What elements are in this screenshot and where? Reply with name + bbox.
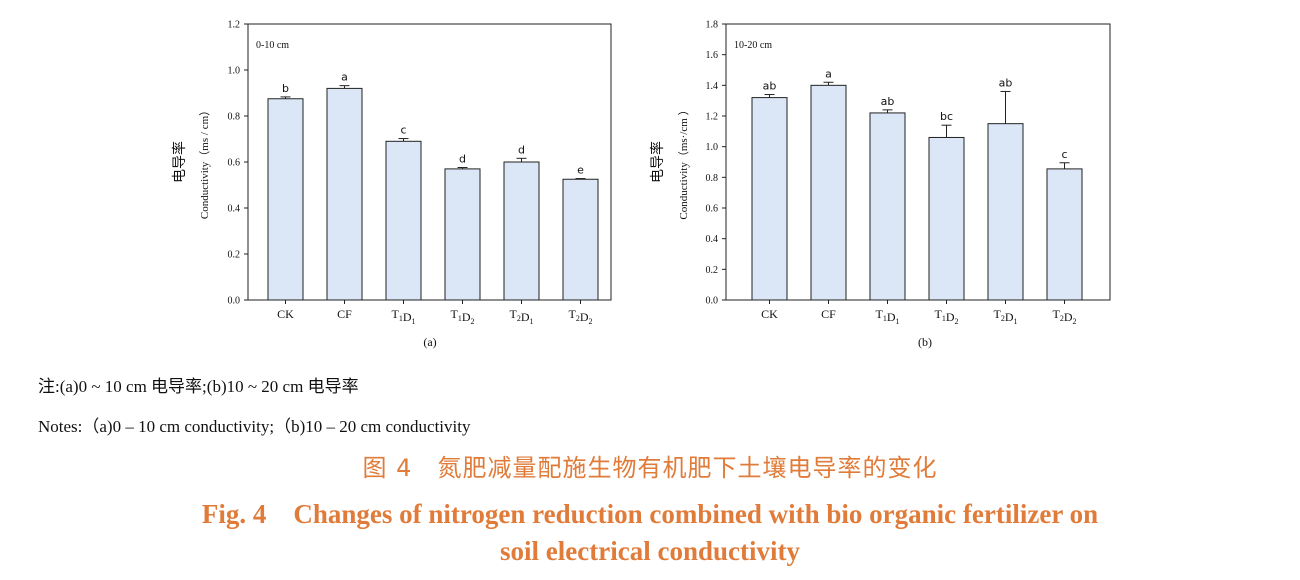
y-tick-label: 1.2 [228, 20, 241, 31]
figure-caption-chinese: 图 4 氮肥减量配施生物有机肥下土壤电导率的变化 [362, 454, 938, 482]
x-tick-label: T1D2 [934, 307, 958, 326]
chart-panel-b: 0.0 0.2 0.4 0.6 0.8 1.0 1.2 1.4 1.6 1.8 10-20 cm 电导… [649, 20, 1111, 349]
bar [810, 84, 847, 301]
significance-letter: d [518, 143, 525, 156]
plot-frame [725, 23, 1111, 301]
x-tick-label: CK [277, 307, 294, 321]
bar [444, 168, 481, 301]
y-tick-label: 1.0 [228, 66, 241, 77]
bar [562, 178, 599, 301]
significance-letter: ab [999, 76, 1013, 89]
figure-caption-english-line1: Fig. 4 Changes of nitrogen reduction com… [201, 499, 1099, 529]
y-axis-label: Conductivity（ms / cm） [198, 105, 211, 219]
y-tick-label: 1.2 [706, 112, 719, 123]
y-tick-label: 1.0 [706, 142, 719, 153]
depth-label: 10-20 cm [734, 40, 772, 51]
y-tick-label: 0.0 [706, 296, 719, 307]
y-tick-label: 0.8 [228, 112, 241, 123]
y-tick-label: 0.6 [228, 158, 241, 169]
figure-charts: 0.0 0.2 0.4 0.6 0.8 1.0 1.2 0-10 cm 电导率 Conductiv… [171, 20, 1111, 349]
x-tick-label: T2D2 [568, 307, 592, 326]
bar [987, 123, 1024, 301]
subfigure-label: (b) [918, 335, 932, 349]
y-axis-label-chinese: 电导率 [649, 141, 666, 183]
x-tick-label: T2D1 [993, 307, 1017, 326]
y-tick-label: 0.0 [228, 296, 241, 307]
figure-caption-english-line2: soil electrical conductivity [500, 536, 800, 566]
significance-letter: a [341, 71, 348, 84]
x-tick-label: T2D2 [1052, 307, 1076, 326]
significance-letter: c [1061, 148, 1067, 161]
significance-letter: a [825, 67, 832, 80]
significance-letter: ab [763, 80, 777, 93]
significance-letter: ab [881, 95, 895, 108]
x-tick-label: CF [821, 307, 836, 321]
depth-label: 0-10 cm [256, 40, 289, 51]
bar [1046, 168, 1083, 301]
x-tick-label: CF [337, 307, 352, 321]
y-tick-label: 0.6 [706, 204, 719, 215]
bar [869, 112, 906, 301]
x-tick-label: T1D1 [391, 307, 415, 326]
bar [326, 87, 363, 301]
y-tick-label: 1.4 [706, 81, 719, 92]
y-axis-label-chinese: 电导率 [171, 141, 188, 183]
y-tick-label: 1.6 [706, 50, 719, 61]
bar [503, 161, 540, 301]
x-tick-label: T1D2 [450, 307, 474, 326]
y-axis-label: Conductivity（ms·/cm ） [677, 104, 690, 219]
y-tick-label: 0.4 [228, 204, 241, 215]
significance-letter: d [459, 153, 466, 166]
significance-letter: e [577, 164, 584, 177]
y-tick-label: 1.8 [706, 20, 719, 31]
x-tick-label: T2D1 [509, 307, 533, 326]
note-chinese: 注:(a)0 ~ 10 cm 电导率;(b)10 ~ 20 cm 电导率 [38, 377, 359, 396]
y-tick-label: 0.2 [706, 265, 719, 276]
note-english: Notes:（a)0 – 10 cm conductivity;（b)10 – … [38, 417, 471, 436]
y-tick-label: 0.4 [706, 234, 719, 245]
subfigure-label: (a) [423, 335, 436, 349]
significance-letter: c [400, 124, 406, 137]
x-tick-label: T1D1 [875, 307, 899, 326]
bar [385, 140, 422, 301]
significance-letter: b [282, 82, 289, 95]
bar [267, 98, 304, 301]
y-tick-label: 0.8 [706, 173, 719, 184]
x-tick-label: CK [761, 307, 778, 321]
chart-panel-a: 0.0 0.2 0.4 0.6 0.8 1.0 1.2 0-10 cm 电导率 Conductiv… [171, 20, 612, 349]
significance-letter: bc [940, 110, 953, 123]
bar [751, 97, 788, 301]
bar [928, 136, 965, 301]
y-tick-label: 0.2 [228, 250, 241, 261]
